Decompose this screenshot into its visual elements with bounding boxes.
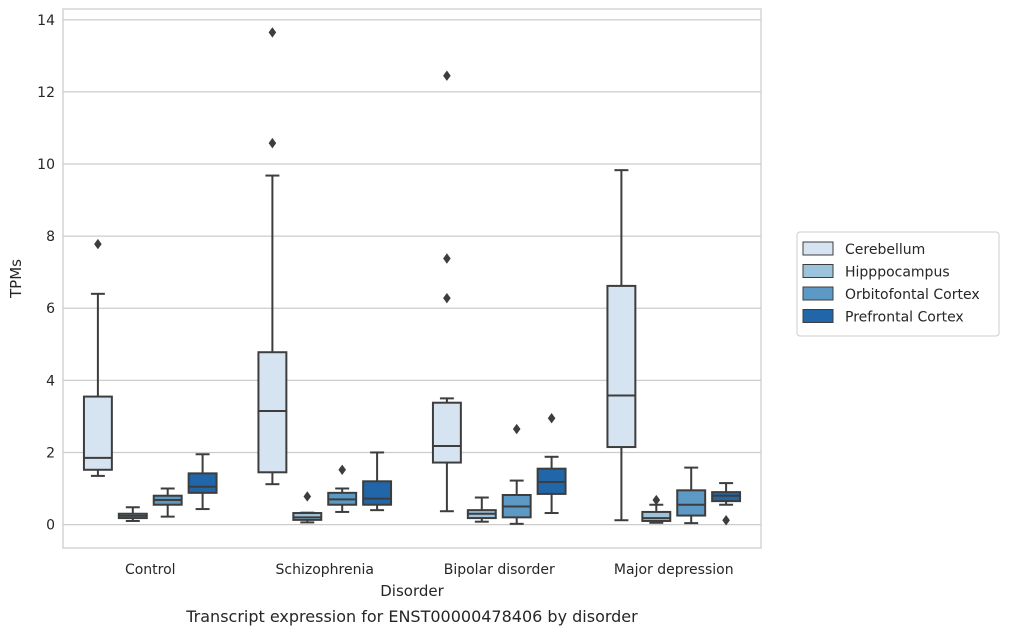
outlier-point: [303, 491, 312, 502]
box-iqr: [187, 472, 218, 494]
y-tick-label: 8: [46, 229, 55, 245]
y-tick-labels: 0 2 4 6 8 10 12 14: [37, 13, 55, 534]
legend-frame: [796, 231, 1000, 337]
grid-lines: [63, 19, 761, 526]
legend-swatch: [802, 309, 834, 323]
box-prefrontal-cortex: [362, 451, 393, 512]
box-hipppocampus: [292, 491, 323, 524]
box-iqr: [606, 284, 637, 449]
legend-swatch: [802, 241, 834, 256]
outlier-point: [443, 253, 451, 264]
box-cerebellum: [82, 238, 113, 477]
outlier-point: [338, 464, 346, 475]
box-cerebellum: [257, 27, 288, 486]
box-cerebellum: [606, 169, 637, 522]
plot-frame: [62, 8, 762, 549]
outlier-point: [512, 423, 521, 435]
x-tick-label: Major depression: [614, 562, 734, 578]
y-tick-label: 10: [37, 157, 55, 173]
y-axis-label: TPMs: [7, 259, 25, 299]
y-tick-label: 4: [46, 373, 55, 389]
box-iqr: [431, 401, 462, 464]
y-tick-label: 14: [37, 13, 55, 29]
outlier-point: [652, 494, 661, 506]
outlier-point: [268, 137, 277, 149]
figure-caption: Transcript expression for ENST0000047840…: [185, 607, 638, 626]
x-tick-labels: Control Schizophrenia Bipolar disorder Majo…: [125, 562, 734, 578]
box-prefrontal-cortex: [536, 413, 567, 515]
legend-label: Cerebellum: [845, 242, 925, 258]
legend-label: Prefrontal Cortex: [845, 310, 964, 326]
y-tick-label: 12: [37, 85, 55, 101]
box-orbitofontal-cortex: [501, 423, 532, 525]
box-iqr: [641, 510, 672, 522]
x-axis-label: Disorder: [380, 582, 444, 600]
legend-label: Orbitofontal Cortex: [845, 287, 980, 303]
box-hipppocampus: [117, 506, 148, 522]
box-cerebellum: [431, 70, 462, 513]
box-iqr: [676, 489, 707, 517]
outlier-point: [268, 27, 277, 38]
box-orbitofontal-cortex: [676, 466, 707, 525]
y-tick-label: 6: [46, 301, 55, 317]
box-prefrontal-cortex: [187, 453, 218, 511]
outlier-point: [547, 413, 556, 424]
y-tick-label: 0: [46, 518, 55, 534]
legend: Cerebellum Hipppocampus Orbitofontal Corte…: [796, 231, 1000, 337]
legend-swatch: [802, 264, 834, 278]
x-tick-label: Bipolar disorder: [444, 562, 555, 578]
legend-swatch: [802, 286, 834, 301]
x-tick-label: Control: [125, 562, 176, 578]
box-hipppocampus: [641, 494, 672, 524]
outlier-point: [443, 70, 451, 81]
box-iqr: [257, 351, 288, 474]
box-orbitofontal-cortex: [327, 464, 358, 513]
y-tick-label: 2: [46, 445, 55, 461]
outlier-point: [443, 292, 451, 304]
box-iqr: [362, 480, 393, 506]
box-hipppocampus: [466, 496, 497, 523]
box-orbitofontal-cortex: [152, 487, 183, 518]
box-prefrontal-cortex: [711, 482, 742, 526]
legend-label: Hipppocampus: [845, 265, 950, 281]
box-groups: [82, 27, 742, 526]
outlier-point: [94, 238, 102, 250]
outlier-point: [722, 515, 730, 526]
x-tick-label: Schizophrenia: [276, 562, 374, 578]
